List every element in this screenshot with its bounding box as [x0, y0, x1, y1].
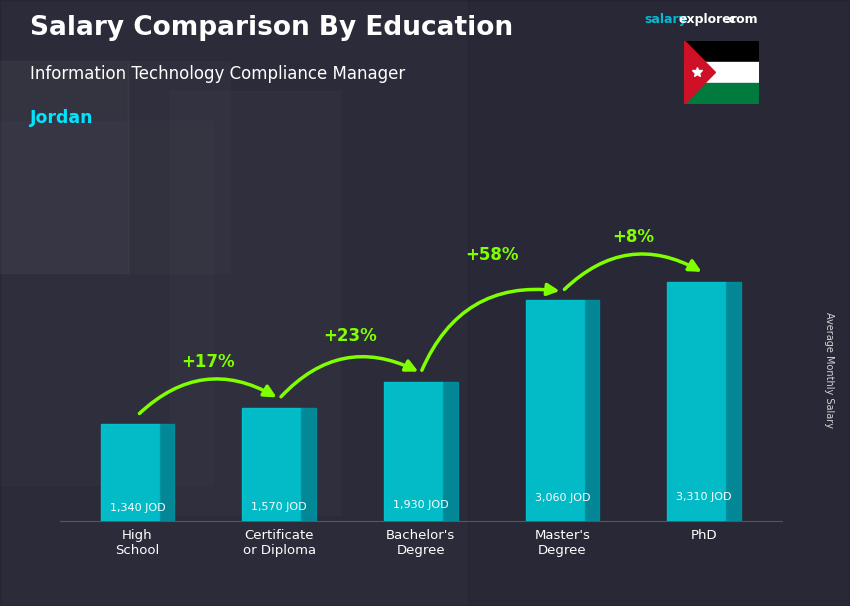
Text: salary: salary: [644, 13, 687, 26]
Bar: [684, 41, 759, 62]
Text: 1,340 JOD: 1,340 JOD: [110, 504, 165, 513]
Bar: [301, 408, 316, 521]
Text: +17%: +17%: [181, 353, 235, 371]
Bar: [667, 282, 726, 521]
Text: Information Technology Compliance Manager: Information Technology Compliance Manage…: [30, 65, 405, 84]
Text: .com: .com: [725, 13, 759, 26]
Text: Jordan: Jordan: [30, 109, 94, 127]
Text: Average Monthly Salary: Average Monthly Salary: [824, 311, 834, 428]
Bar: [468, 0, 850, 606]
Text: Salary Comparison By Education: Salary Comparison By Education: [30, 15, 513, 41]
Bar: [0, 121, 212, 485]
Text: 3,310 JOD: 3,310 JOD: [677, 492, 732, 502]
Bar: [100, 424, 160, 521]
Bar: [384, 382, 443, 521]
Polygon shape: [684, 41, 716, 104]
Bar: [128, 61, 230, 273]
Text: 3,060 JOD: 3,060 JOD: [535, 493, 590, 504]
Bar: [726, 282, 741, 521]
Bar: [443, 382, 457, 521]
Text: +8%: +8%: [612, 228, 654, 246]
Bar: [684, 62, 759, 83]
Bar: [0, 61, 128, 273]
Bar: [160, 424, 174, 521]
Text: explorer: explorer: [678, 13, 737, 26]
Text: 1,570 JOD: 1,570 JOD: [252, 502, 307, 512]
Text: +23%: +23%: [323, 327, 377, 345]
Bar: [684, 83, 759, 104]
Bar: [525, 301, 585, 521]
Bar: [585, 301, 599, 521]
Bar: [242, 408, 301, 521]
Bar: [170, 91, 340, 515]
Text: 1,930 JOD: 1,930 JOD: [393, 500, 449, 510]
Text: +58%: +58%: [465, 246, 518, 264]
